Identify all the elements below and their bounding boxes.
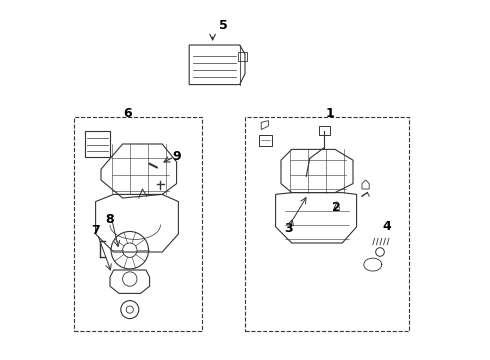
Text: 9: 9 [172, 150, 181, 163]
Text: 6: 6 [123, 107, 132, 120]
Text: 8: 8 [106, 213, 114, 226]
Bar [245, 117, 409, 331]
Text: 1: 1 [325, 107, 334, 120]
Text: 7: 7 [91, 224, 100, 237]
Bar [238, 52, 247, 61]
Text: 5: 5 [219, 19, 228, 32]
Text: 4: 4 [383, 220, 392, 233]
Text: 2: 2 [332, 201, 341, 213]
Text: 3: 3 [284, 222, 293, 235]
Bar [319, 126, 330, 135]
Bar [74, 117, 202, 331]
